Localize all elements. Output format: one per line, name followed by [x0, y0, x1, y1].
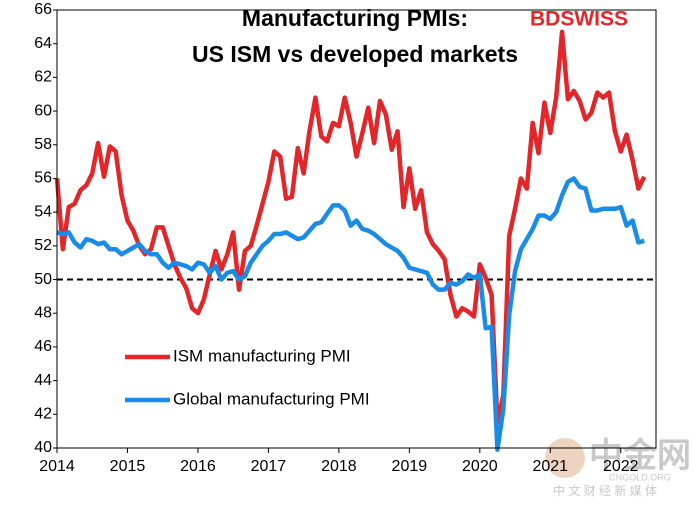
watermark: 中金网 — [589, 436, 691, 475]
x-tick-label: 2015 — [110, 458, 146, 475]
legend-label: ISM manufacturing PMI — [173, 346, 351, 365]
series-line — [54, 29, 647, 425]
series-line — [56, 176, 645, 452]
watermark: 中 文 财 经 新 媒 体 — [553, 483, 657, 498]
y-tick-label: 42 — [34, 406, 52, 423]
legend-label: Global manufacturing PMI — [173, 389, 370, 408]
y-tick-label: 50 — [34, 271, 52, 288]
logo: BDSWISS — [530, 8, 628, 31]
y-tick-label: 62 — [34, 69, 52, 86]
y-tick-label: 44 — [34, 372, 52, 389]
y-tick-label: 54 — [34, 203, 52, 220]
y-tick-label: 56 — [34, 170, 52, 187]
y-tick-label: 48 — [34, 304, 52, 321]
x-tick-label: 2022 — [603, 458, 639, 475]
y-tick-label: 52 — [34, 237, 52, 254]
x-tick-label: 2020 — [462, 458, 498, 475]
x-tick-label: 2019 — [392, 458, 428, 475]
watermark: CNGOLD.ORG — [609, 472, 671, 482]
plot-frame — [56, 9, 657, 449]
y-tick-label: 46 — [34, 338, 52, 355]
y-tick-label: 60 — [34, 102, 52, 119]
y-tick-label: 58 — [34, 136, 52, 153]
x-tick-label: 2016 — [180, 458, 216, 475]
y-tick-label: 40 — [34, 439, 52, 456]
chart-title: US ISM vs developed markets — [192, 41, 518, 67]
chart-title: Manufacturing PMIs: — [242, 5, 468, 31]
x-tick-label: 2014 — [39, 458, 75, 475]
x-tick-label: 2017 — [251, 458, 287, 475]
x-tick-label: 2021 — [532, 458, 568, 475]
y-tick-label: 64 — [34, 35, 52, 52]
y-tick-label: 66 — [34, 1, 52, 18]
x-tick-label: 2018 — [321, 458, 357, 475]
